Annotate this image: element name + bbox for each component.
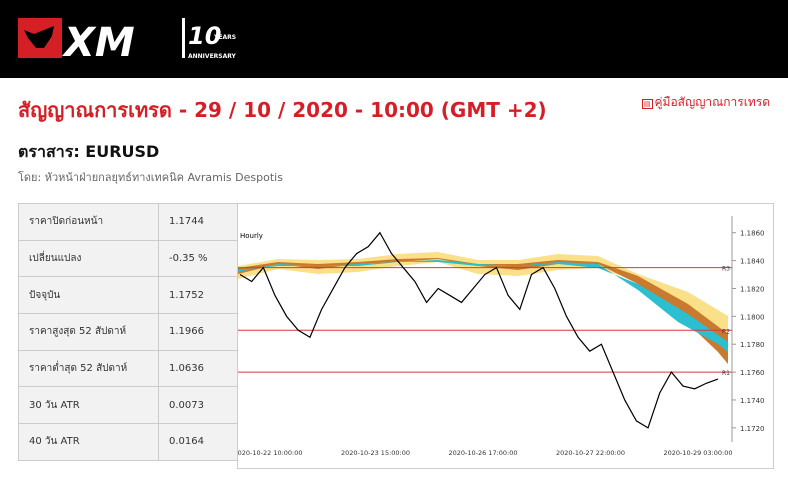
- cell-label: 40 วัน ATR: [18, 423, 159, 461]
- y-tick-label: 1.1800: [740, 313, 765, 321]
- table-row: ปัจจุบัน 1.1752: [18, 276, 238, 315]
- y-tick-label: 1.1720: [740, 425, 765, 433]
- cell-label: ราคาต่ำสุด 52 สัปดาห์: [18, 349, 159, 388]
- cell-value: 1.0636: [158, 349, 238, 388]
- table-row: ราคาต่ำสุด 52 สัปดาห์ 1.0636: [18, 349, 238, 388]
- cell-value: 0.0164: [158, 423, 238, 461]
- table-row: เปลี่ยนแปลง -0.35 %: [18, 239, 238, 278]
- x-tick-label: 2020-10-27 22:00:00: [556, 449, 625, 457]
- cell-label: ราคาปิดก่อนหน้า: [18, 203, 159, 241]
- stats-table: ราคาปิดก่อนหน้า 1.1744 เปลี่ยนแปลง -0.35 % ป…: [18, 203, 238, 461]
- level-label: R3: [722, 266, 730, 273]
- cell-label: ปัจจุบัน: [18, 276, 159, 315]
- cell-value: 1.1752: [158, 276, 238, 315]
- cell-value: 1.1744: [158, 203, 238, 241]
- instrument: ตราสาร: EURUSD: [18, 142, 160, 161]
- cell-label: 30 วัน ATR: [18, 386, 159, 425]
- table-row: 30 วัน ATR 0.0073: [18, 386, 238, 425]
- y-tick-label: 1.1760: [740, 369, 765, 377]
- level-label: R1: [722, 370, 730, 377]
- price-line: [239, 231, 719, 429]
- cell-value: -0.35 %: [158, 239, 238, 278]
- badge-sub: YEARS: [213, 34, 236, 41]
- badge: 10: [188, 22, 221, 50]
- cell-label: ราคาสูงสุด 52 สัปดาห์: [18, 313, 159, 351]
- logo-text: XM: [61, 20, 135, 66]
- y-tick-label: 1.1860: [740, 230, 765, 238]
- y-tick-label: 1.1820: [740, 285, 765, 293]
- y-tick-label: 1.1780: [740, 341, 765, 349]
- y-tick-label: 1.1840: [740, 258, 765, 266]
- page-title: สัญญาณการเทรด - 29 / 10 / 2020 - 10:00 (…: [18, 98, 547, 122]
- author: โดย: หัวหน้าฝ่ายกลยุทธ์ทางเทคนิค Avramis…: [18, 171, 283, 184]
- y-tick-label: 1.1740: [740, 397, 765, 405]
- level-label: R2: [722, 328, 730, 335]
- guide-link-text[interactable]: คู่มือสัญญาณการเทรด: [654, 95, 771, 109]
- x-tick-label: 2020-10-22 10:00:00: [237, 449, 303, 457]
- badge-caption: ANNIVERSARY: [188, 53, 237, 60]
- x-tick-label: 2020-10-23 15:00:00: [341, 449, 410, 457]
- table-row: ราคาสูงสุด 52 สัปดาห์ 1.1966: [18, 313, 238, 351]
- x-tick-label: 2020-10-26 17:00:00: [448, 449, 517, 457]
- band-outer: [238, 252, 728, 354]
- logo[interactable]: XM 10 YEARS ANNIVERSARY: [0, 0, 300, 78]
- cell-value: 0.0073: [158, 386, 238, 425]
- table-row: 40 วัน ATR 0.0164: [18, 423, 238, 461]
- cell-label: เปลี่ยนแปลง: [18, 239, 159, 278]
- x-tick-label: 2020-10-29 03:00:00: [663, 449, 732, 457]
- cell-value: 1.1966: [158, 313, 238, 351]
- table-row: ราคาปิดก่อนหน้า 1.1744: [18, 203, 238, 241]
- chart: Hourly 1.1860 1.1840 1.1820 1.1800 1.1780 1.17…: [237, 203, 774, 469]
- guide-link[interactable]: ▤ คู่มือสัญญาณการเทรด: [641, 95, 771, 109]
- header-bar: XM 10 YEARS ANNIVERSARY: [0, 0, 788, 78]
- chart-title: Hourly: [240, 232, 263, 240]
